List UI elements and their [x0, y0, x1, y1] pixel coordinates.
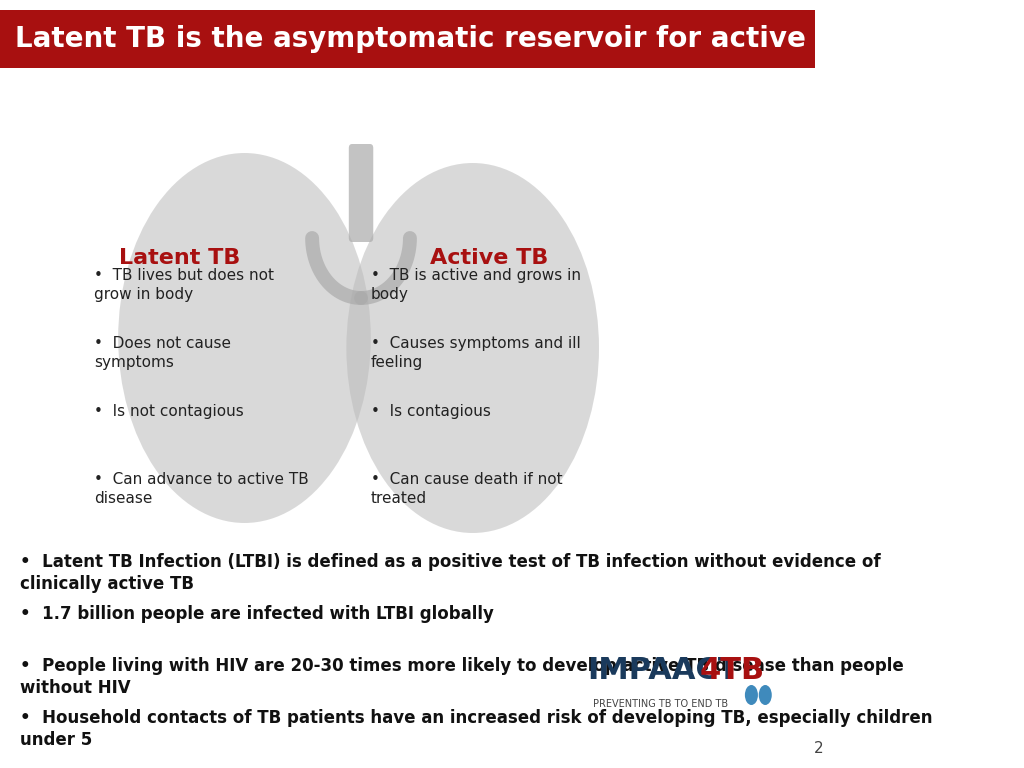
- Text: PREVENTING TB TO END TB: PREVENTING TB TO END TB: [593, 699, 728, 709]
- Text: •  Household contacts of TB patients have an increased risk of developing TB, es: • Household contacts of TB patients have…: [20, 709, 933, 750]
- Text: 2: 2: [813, 741, 823, 756]
- FancyBboxPatch shape: [349, 144, 374, 242]
- Text: IMPAACT: IMPAACT: [587, 656, 738, 685]
- Text: •  TB lives but does not
grow in body: • TB lives but does not grow in body: [94, 268, 273, 302]
- Text: 4TB: 4TB: [699, 656, 764, 685]
- FancyBboxPatch shape: [0, 10, 815, 68]
- Text: •  Can cause death if not
treated: • Can cause death if not treated: [371, 472, 562, 505]
- Text: •  Does not cause
symptoms: • Does not cause symptoms: [94, 336, 230, 369]
- Text: Latent TB is the asymptomatic reservoir for active TB disease: Latent TB is the asymptomatic reservoir …: [14, 25, 984, 53]
- Ellipse shape: [759, 685, 772, 705]
- Ellipse shape: [744, 685, 758, 705]
- Text: •  Can advance to active TB
disease: • Can advance to active TB disease: [94, 472, 308, 505]
- Text: •  Causes symptoms and ill
feeling: • Causes symptoms and ill feeling: [371, 336, 581, 369]
- Text: Active TB: Active TB: [430, 248, 548, 268]
- Text: •  1.7 billion people are infected with LTBI globally: • 1.7 billion people are infected with L…: [20, 605, 495, 623]
- Ellipse shape: [346, 163, 599, 533]
- Text: Latent TB: Latent TB: [119, 248, 240, 268]
- Text: •  People living with HIV are 20-30 times more likely to develop active TB disea: • People living with HIV are 20-30 times…: [20, 657, 904, 697]
- Text: •  TB is active and grows in
body: • TB is active and grows in body: [371, 268, 581, 302]
- Text: •  Latent TB Infection (LTBI) is defined as a positive test of TB infection with: • Latent TB Infection (LTBI) is defined …: [20, 553, 881, 593]
- Text: •  Is contagious: • Is contagious: [371, 404, 490, 419]
- Ellipse shape: [118, 153, 371, 523]
- Text: •  Is not contagious: • Is not contagious: [94, 404, 244, 419]
